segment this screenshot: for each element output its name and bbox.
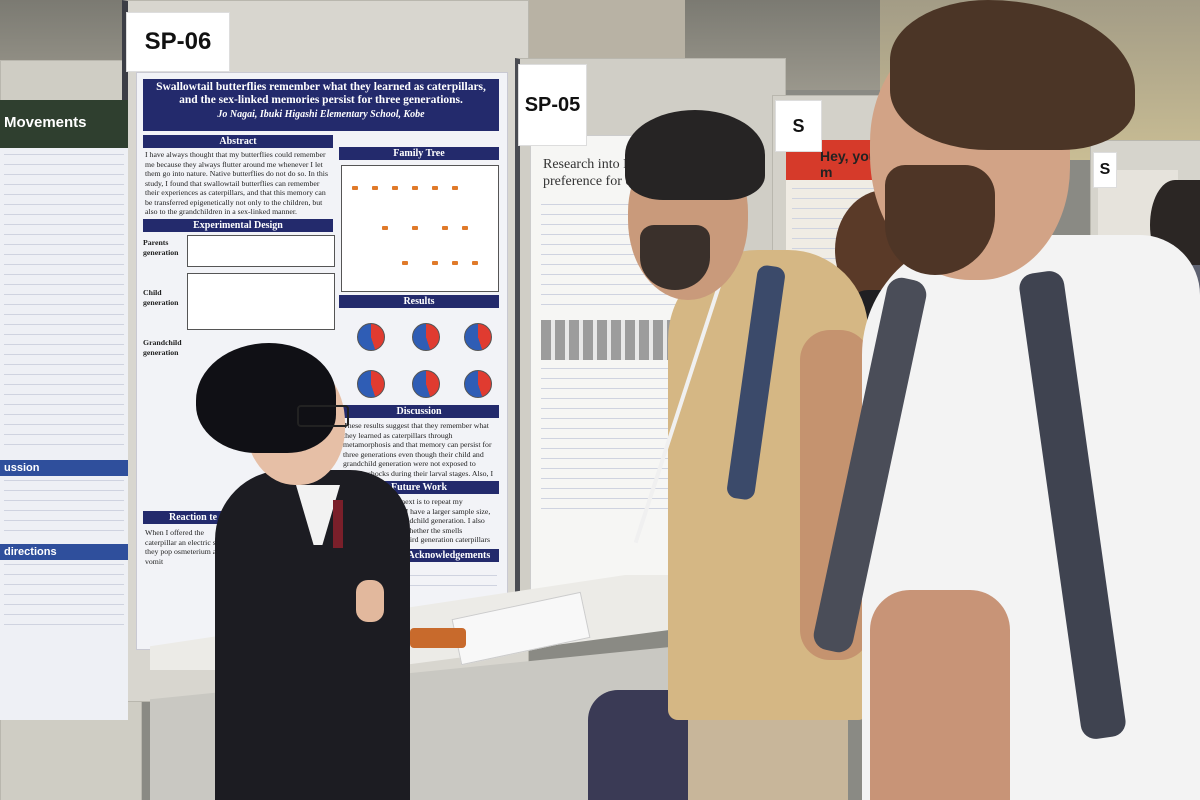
left-poster-discussion-heading: ussion [0, 460, 128, 476]
abstract-text: I have always thought that my butterflie… [145, 150, 328, 216]
main-poster: Swallowtail butterflies remember what th… [136, 72, 508, 650]
family-tree-heading: Family Tree [339, 147, 499, 160]
family-tree-diagram [341, 165, 499, 292]
result-pie-chart [357, 323, 385, 351]
discussion-heading: Discussion [339, 405, 499, 418]
poster-author: Jo Nagai, Ibuki Higashi Elementary Schoo… [217, 109, 425, 120]
left-poster-text-block [4, 564, 124, 634]
booth-sign-far: S [775, 100, 822, 152]
far-poster-title: Hey, you m [786, 140, 886, 180]
poster-title-line2: and the sex-linked memories persist for … [179, 94, 463, 106]
middle-poster-text [541, 368, 686, 518]
booth-sign-sp06: SP-06 [126, 12, 230, 72]
left-poster-title: Movements [0, 100, 128, 148]
parents-generation-label: Parents generation [143, 238, 179, 257]
grandchild-generation-label: Grandchild generation [143, 338, 182, 357]
booth-sign-far-right: S [1093, 152, 1117, 188]
result-pie-chart [464, 370, 492, 398]
result-pie-chart [357, 370, 385, 398]
abstract-heading: Abstract [143, 135, 333, 148]
reaction-test-text: When I offered the caterpillar an electr… [145, 528, 233, 566]
poster-title-line1: Swallowtail butterflies remember what th… [156, 81, 486, 93]
boy-glasses [297, 405, 349, 427]
child-generation-label: Child generation [143, 288, 179, 307]
middle-poster-figure [541, 320, 686, 360]
left-poster: Movements ussion directions [0, 100, 128, 720]
design-diagram-parents [187, 235, 335, 267]
man2-beard [885, 165, 995, 275]
design-diagram-child [187, 273, 335, 330]
experimental-design-heading: Experimental Design [143, 219, 333, 232]
left-poster-table [4, 154, 124, 454]
result-pie-chart [412, 323, 440, 351]
result-pie-chart [464, 323, 492, 351]
left-poster-text-block [4, 480, 124, 540]
man1-beard [640, 225, 710, 290]
poster-title: Swallowtail butterflies remember what th… [143, 79, 499, 131]
man2-arm [870, 590, 1010, 800]
boy-hair [196, 343, 336, 453]
man1-hair [625, 110, 765, 200]
left-poster-directions-heading: directions [0, 544, 128, 560]
orange-case [410, 628, 466, 648]
results-heading: Results [339, 295, 499, 308]
booth-sign-sp05: SP-05 [518, 64, 587, 146]
result-pie-chart [412, 370, 440, 398]
boy-hand [356, 580, 384, 622]
discussion-text: These results suggest that they remember… [343, 421, 494, 479]
boy-tie [333, 500, 343, 548]
